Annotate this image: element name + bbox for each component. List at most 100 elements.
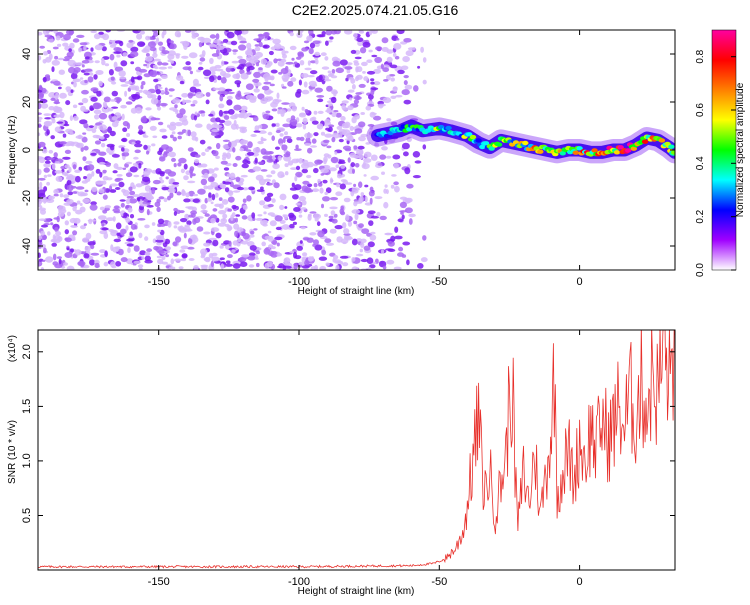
spectrogram-cell: [190, 210, 198, 215]
spectrogram-cell: [135, 140, 141, 144]
spectrogram-cell: [147, 41, 156, 48]
spectrogram-cell: [200, 204, 207, 210]
spectrogram-cell: [57, 43, 62, 48]
spectrogram-cell: [353, 183, 357, 188]
spectrogram-cell: [145, 107, 152, 111]
spectrogram-cell: [302, 159, 309, 167]
spectrogram-cell: [156, 198, 161, 204]
snr-series: [38, 330, 675, 569]
spectrogram-cell: [255, 250, 260, 255]
spectrogram-cell: [48, 106, 55, 111]
spectrogram-cell: [402, 56, 410, 63]
spectrogram-cell: [200, 209, 208, 213]
spectrogram-cell: [238, 63, 245, 70]
spectrogram-cell: [302, 117, 308, 125]
spectrogram-cell: [67, 191, 74, 196]
spectrogram-cell: [329, 206, 338, 210]
spectrogram-cell: [50, 222, 54, 226]
spectrogram-cell: [43, 174, 48, 178]
spectrogram-cell: [76, 34, 85, 39]
spectrogram-cell: [180, 168, 185, 174]
spectrogram-ticks: -150 -100 -50 0 -40 -20 0 20 40: [21, 30, 675, 288]
spectrogram-cell: [394, 55, 400, 60]
spectrogram-cell: [126, 243, 134, 247]
spectrogram-cell: [72, 78, 81, 83]
spectrogram-cell: [46, 181, 50, 186]
spectrogram-cell: [321, 249, 327, 256]
spectrogram-cell: [58, 258, 62, 266]
spectrogram-cell: [316, 159, 324, 164]
spectrogram-cell: [289, 223, 295, 229]
spectrogram-cell: [144, 185, 152, 192]
spectrogram-cell: [310, 70, 318, 75]
spectrogram-cell: [351, 266, 359, 270]
spectrogram-cell: [266, 260, 273, 268]
spectrogram-cell: [93, 33, 101, 40]
spectrogram-cell: [211, 252, 218, 257]
spectrogram-cell: [183, 163, 188, 170]
spectrogram-cell: [342, 222, 347, 229]
spectrogram-cell: [234, 230, 239, 237]
spectrogram-cell: [368, 49, 373, 53]
spectrogram-cell: [240, 30, 249, 35]
spectrogram-cell: [126, 238, 134, 242]
spectrogram-cell: [120, 104, 127, 109]
colorbar-tick-label: 0.2: [695, 209, 706, 223]
spectrogram-cell: [42, 76, 47, 83]
spectrogram-cell: [112, 216, 116, 222]
spectrogram-cell: [370, 87, 379, 91]
spectrogram-cell: [151, 143, 156, 147]
spectrogram-cell: [68, 166, 72, 173]
spectrogram-cell: [157, 61, 163, 66]
spectrogram-cell: [226, 152, 231, 160]
spectrogram-cell: [75, 209, 83, 215]
spectrogram-cell: [312, 40, 321, 44]
spectrogram-cell: [333, 110, 339, 113]
spectrogram-cell: [167, 66, 173, 69]
spectrogram-cell: [364, 151, 372, 158]
spectrogram-cell: [321, 31, 326, 36]
spectrogram-cell: [90, 87, 99, 92]
spectrogram-cell: [301, 200, 307, 206]
spectrogram-cell: [388, 74, 396, 77]
spectrogram-cell: [328, 124, 335, 128]
spectrogram-cell: [101, 59, 106, 66]
spectrogram-cell: [92, 134, 100, 139]
spectrogram-cell: [420, 257, 428, 263]
spectrogram-cell: [158, 196, 165, 200]
spectrogram-cell: [113, 61, 118, 69]
spectrogram-cell: [278, 71, 283, 75]
spectrogram-cell: [262, 155, 271, 160]
spectrogram-cell: [68, 66, 76, 74]
spectrogram-cell: [242, 233, 250, 240]
spectrogram-cell: [177, 162, 182, 167]
spectrogram-cell: [145, 53, 150, 57]
spectrogram-cell: [295, 123, 303, 128]
spectrogram-cell: [404, 167, 411, 175]
spectrogram-cell: [113, 51, 122, 54]
spectrogram-cell: [98, 161, 106, 165]
spectrogram-cell: [48, 195, 53, 199]
spectrogram-cell: [210, 181, 219, 188]
spectrogram-cell: [75, 186, 85, 190]
spectrogram-cell: [139, 250, 146, 256]
spectrogram-cell: [302, 180, 310, 185]
spectrogram-cell: [358, 30, 365, 34]
spectrogram-cell: [38, 141, 46, 148]
spectrogram-cell: [64, 149, 71, 154]
spectrogram-cell: [370, 215, 379, 219]
spectrogram-cell: [313, 167, 319, 174]
spectrogram-cell: [203, 185, 208, 190]
spectrogram-cell: [93, 74, 98, 80]
spectrogram-cell: [325, 262, 330, 266]
spectrogram-cell: [54, 55, 59, 60]
y-tick-label: -20: [21, 190, 33, 206]
spectrogram-cell: [270, 69, 278, 74]
ridge-cell: [641, 139, 649, 144]
spectrogram-cell: [292, 194, 299, 200]
spectrogram-cell: [156, 206, 161, 213]
spectrogram-cell: [152, 179, 161, 185]
spectrogram-cell: [306, 174, 312, 179]
spectrogram-cell: [155, 246, 164, 253]
spectrogram-cell: [95, 70, 104, 75]
